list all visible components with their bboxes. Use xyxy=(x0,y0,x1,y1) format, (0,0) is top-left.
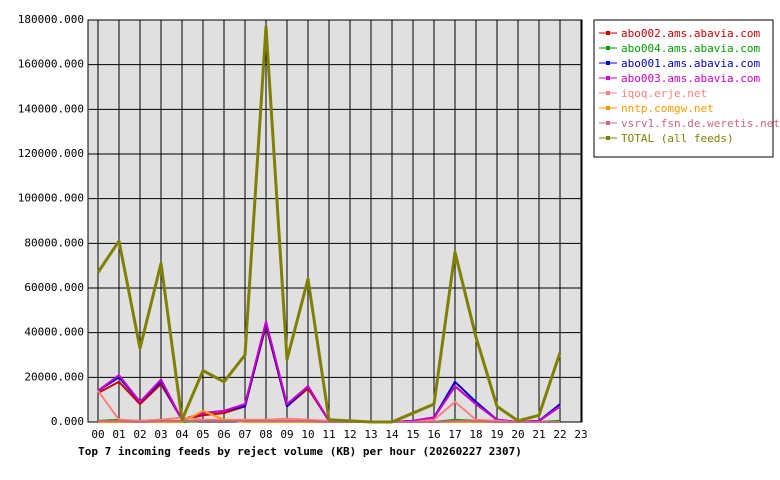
y-tick-label: 0.000 xyxy=(51,415,84,428)
legend-marker xyxy=(606,106,610,110)
y-tick-label: 20000.000 xyxy=(24,370,84,383)
x-tick-label: 02 xyxy=(133,428,146,441)
plot-area xyxy=(88,20,582,422)
x-tick-label: 20 xyxy=(511,428,524,441)
legend-marker xyxy=(606,136,610,140)
legend-label: abo001.ams.abavia.com xyxy=(621,57,760,70)
legend-label: abo004.ams.abavia.com xyxy=(621,42,760,55)
x-tick-label: 17 xyxy=(448,428,461,441)
x-tick-label: 15 xyxy=(406,428,419,441)
x-tick-label: 13 xyxy=(364,428,377,441)
x-tick-label: 10 xyxy=(301,428,314,441)
legend-label: nntp.comgw.net xyxy=(621,102,714,115)
legend-marker xyxy=(606,46,610,50)
legend-label: vsrv1.fsn.de.weretis.net xyxy=(621,117,780,130)
x-tick-label: 00 xyxy=(91,428,104,441)
x-tick-label: 22 xyxy=(553,428,566,441)
legend-label: TOTAL (all feeds) xyxy=(621,132,734,145)
x-tick-label: 06 xyxy=(217,428,230,441)
x-tick-label: 01 xyxy=(112,428,125,441)
y-tick-label: 80000.000 xyxy=(24,236,84,249)
x-tick-label: 05 xyxy=(196,428,209,441)
y-tick-label: 60000.000 xyxy=(24,281,84,294)
x-tick-label: 09 xyxy=(280,428,293,441)
x-tick-label: 18 xyxy=(469,428,482,441)
x-tick-label: 23 xyxy=(574,428,587,441)
y-tick-label: 120000.000 xyxy=(18,147,84,160)
y-tick-label: 180000.000 xyxy=(18,13,84,26)
x-tick-label: 04 xyxy=(175,428,189,441)
x-tick-label: 11 xyxy=(322,428,335,441)
x-tick-label: 19 xyxy=(490,428,503,441)
legend-label: iqoq.erje.net xyxy=(621,87,707,100)
legend-marker xyxy=(606,31,610,35)
x-tick-label: 03 xyxy=(154,428,167,441)
x-tick-label: 12 xyxy=(343,428,356,441)
legend-label: abo003.ams.abavia.com xyxy=(621,72,760,85)
legend-marker xyxy=(606,91,610,95)
chart-title: Top 7 incoming feeds by reject volume (K… xyxy=(78,445,522,458)
y-tick-label: 40000.000 xyxy=(24,326,84,339)
x-tick-label: 21 xyxy=(532,428,545,441)
x-tick-label: 14 xyxy=(385,428,399,441)
legend-label: abo002.ams.abavia.com xyxy=(621,27,760,40)
x-tick-label: 08 xyxy=(259,428,272,441)
y-tick-label: 100000.000 xyxy=(18,192,84,205)
x-tick-label: 07 xyxy=(238,428,251,441)
legend-marker xyxy=(606,76,610,80)
y-tick-label: 160000.000 xyxy=(18,58,84,71)
series-line xyxy=(96,25,562,424)
legend-box xyxy=(593,19,774,158)
y-tick-label: 140000.000 xyxy=(18,102,84,115)
series-line xyxy=(98,419,560,423)
legend-marker xyxy=(606,121,610,125)
legend-marker xyxy=(606,61,610,65)
x-tick-label: 16 xyxy=(427,428,440,441)
